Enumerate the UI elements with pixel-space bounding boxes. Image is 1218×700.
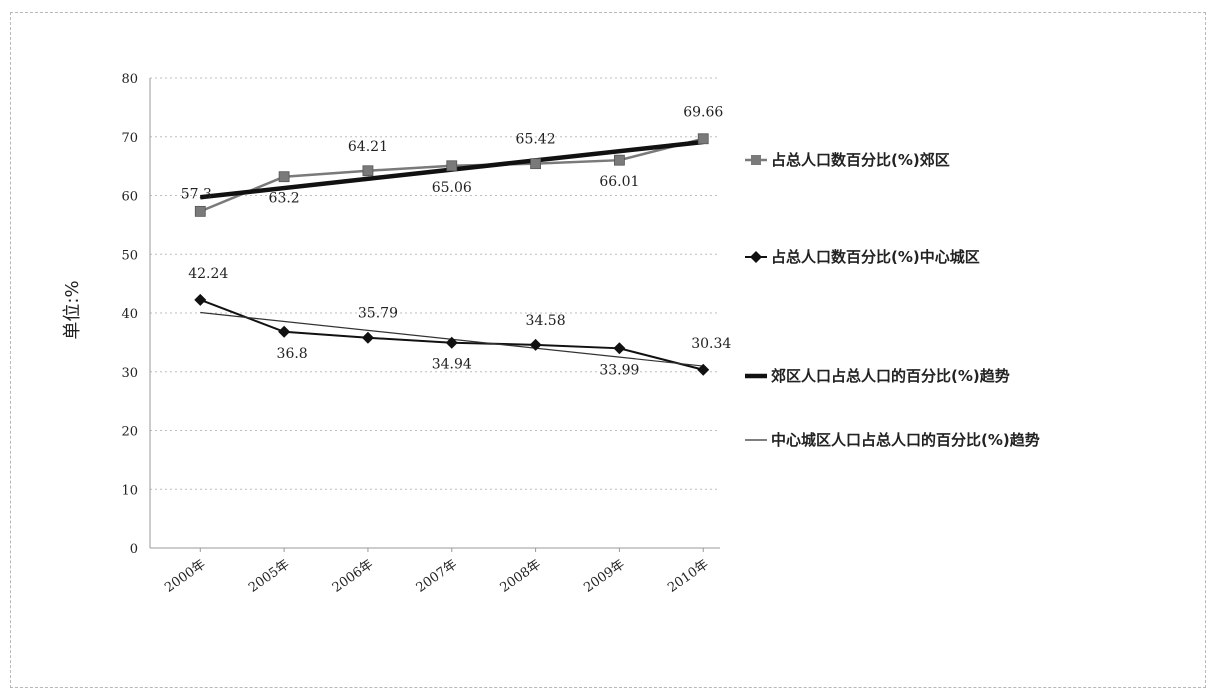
marker-suburb bbox=[194, 205, 206, 217]
data-label-suburb: 65.06 bbox=[432, 180, 472, 196]
y-tick-label: 60 bbox=[121, 190, 138, 205]
marker-center bbox=[697, 363, 710, 376]
x-tick-label: 2009年 bbox=[581, 557, 627, 596]
y-tick-label: 80 bbox=[121, 72, 138, 87]
data-labels: 57.3 63.2 64.21 65.06 65.42 66.01 69.66 42.24 36… bbox=[181, 105, 732, 379]
marker-center bbox=[613, 342, 626, 355]
marker-suburb bbox=[446, 160, 458, 172]
marker-suburb bbox=[530, 158, 541, 170]
marker-center bbox=[278, 325, 291, 338]
legend-label-trend-center: 中心城区人口占总人口的百分比(%)趋势 bbox=[771, 431, 1040, 449]
data-label-center: 30.34 bbox=[691, 336, 731, 352]
y-axis-title: 单位:% bbox=[62, 280, 83, 339]
data-label-center: 42.24 bbox=[188, 266, 228, 282]
data-label-suburb: 69.66 bbox=[683, 105, 723, 121]
y-tick-label: 20 bbox=[121, 425, 138, 440]
data-label-suburb: 65.42 bbox=[516, 132, 556, 148]
data-label-suburb: 57.3 bbox=[181, 186, 212, 202]
series-layer bbox=[194, 133, 710, 376]
x-tick-label: 2007年 bbox=[414, 557, 460, 596]
legend-label-trend-suburb: 郊区人口占总人口的百分比(%)趋势 bbox=[771, 367, 1010, 385]
marker-suburb bbox=[278, 171, 290, 183]
data-label-suburb: 63.2 bbox=[269, 191, 300, 207]
marker-suburb bbox=[614, 154, 625, 166]
x-tick-label: 2000年 bbox=[162, 557, 208, 596]
marker-center bbox=[361, 331, 374, 344]
legend-marker-center bbox=[750, 251, 762, 263]
data-label-center: 34.58 bbox=[526, 313, 566, 329]
data-label-center: 34.94 bbox=[432, 357, 472, 373]
chart-frame bbox=[10, 12, 1206, 688]
y-tick-label: 70 bbox=[121, 131, 138, 146]
y-tick-label: 40 bbox=[121, 307, 138, 322]
marker-suburb bbox=[362, 165, 374, 177]
data-label-center: 33.99 bbox=[599, 362, 639, 378]
legend-marker-suburb bbox=[751, 155, 761, 165]
data-label-center: 35.79 bbox=[358, 306, 398, 322]
legend-label-suburb: 占总人口数百分比(%)郊区 bbox=[771, 151, 950, 169]
legend: 占总人口数百分比(%)郊区占总人口数百分比(%)中心城区郊区人口占总人口的百分比… bbox=[745, 151, 1040, 449]
marker-center bbox=[529, 338, 542, 351]
y-tick-label: 50 bbox=[121, 248, 138, 263]
marker-suburb bbox=[697, 133, 709, 145]
x-tick-label: 2008年 bbox=[498, 557, 544, 596]
y-tick-label: 10 bbox=[121, 483, 138, 498]
x-tick-label: 2010年 bbox=[665, 557, 711, 596]
marker-center bbox=[445, 336, 458, 349]
legend-label-center: 占总人口数百分比(%)中心城区 bbox=[771, 248, 980, 266]
marker-center bbox=[194, 293, 207, 306]
data-label-suburb: 66.01 bbox=[599, 174, 639, 190]
data-label-suburb: 64.21 bbox=[348, 139, 388, 155]
y-tick-label: 30 bbox=[121, 366, 138, 381]
x-tick-label: 2006年 bbox=[330, 557, 376, 596]
x-tick-label: 2005年 bbox=[246, 557, 292, 596]
data-label-center: 36.8 bbox=[277, 346, 308, 362]
y-tick-label: 0 bbox=[130, 542, 138, 557]
gridlines bbox=[150, 77, 720, 490]
